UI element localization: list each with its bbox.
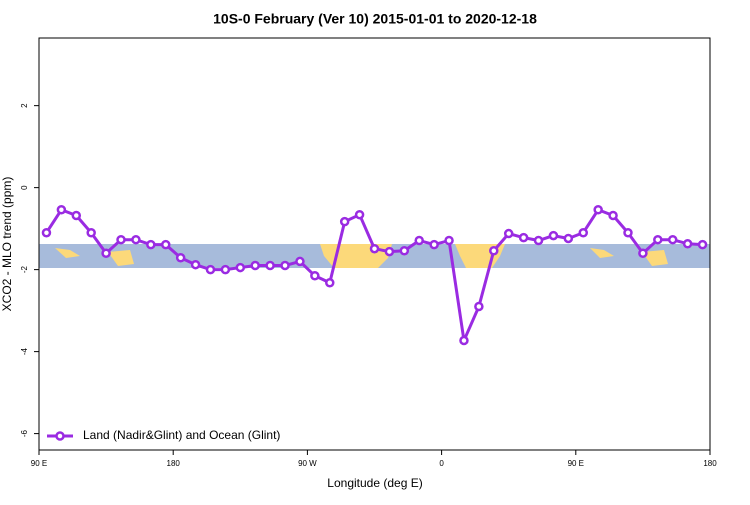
point — [101, 248, 111, 258]
series-line — [45, 208, 703, 343]
x-tick-label: 90 E — [568, 459, 584, 468]
point — [190, 259, 201, 270]
point — [503, 228, 514, 239]
point — [429, 239, 439, 250]
point — [697, 239, 708, 250]
x-tick-label: 0 — [439, 459, 444, 468]
point — [280, 260, 290, 271]
point — [250, 260, 260, 271]
land-patch — [642, 250, 668, 266]
legend-label: Land (Nadir&Glint) and Ocean (Glint) — [83, 428, 280, 442]
point — [41, 227, 52, 238]
point — [175, 252, 186, 263]
point — [533, 235, 544, 246]
point — [563, 233, 574, 244]
plot-frame — [38, 37, 711, 451]
point — [578, 227, 589, 238]
point — [444, 235, 454, 246]
y-tick-label: -4 — [20, 348, 29, 356]
point — [325, 277, 335, 288]
point — [608, 210, 618, 221]
y-axis-title: XCO2 - MLO trend (ppm) — [0, 177, 14, 312]
point — [295, 256, 305, 267]
point — [265, 260, 275, 271]
point — [623, 227, 633, 238]
point — [71, 210, 82, 221]
chart-title: 10S-0 February (Ver 10) 2015-01-01 to 20… — [213, 11, 537, 27]
point — [131, 234, 141, 245]
land-patch — [590, 248, 614, 258]
point — [205, 264, 216, 275]
point — [593, 205, 603, 215]
point — [116, 234, 126, 245]
point — [459, 335, 469, 346]
point — [653, 234, 663, 245]
point — [489, 246, 499, 256]
y-tick-label: 0 — [20, 185, 29, 190]
land-patch — [55, 248, 80, 258]
x-tick-label: 90 W — [298, 459, 317, 468]
point — [310, 271, 320, 281]
point — [667, 234, 678, 245]
legend-marker — [55, 431, 65, 441]
point — [682, 239, 693, 249]
y-tick-label: -2 — [20, 266, 29, 274]
point — [220, 264, 231, 275]
point — [384, 246, 395, 257]
point — [354, 209, 365, 220]
point — [548, 230, 559, 241]
x-tick-label: 180 — [167, 459, 181, 468]
point — [56, 205, 67, 215]
x-tick-label: 90 E — [31, 459, 47, 468]
point — [146, 239, 156, 250]
point — [369, 243, 380, 254]
point — [339, 216, 350, 227]
point — [86, 227, 96, 238]
point — [414, 235, 424, 246]
land-patch — [108, 250, 134, 266]
x-tick-label: 180 — [703, 459, 717, 468]
point — [474, 301, 484, 312]
point — [638, 248, 648, 258]
point — [235, 262, 246, 273]
y-tick-label: 2 — [20, 103, 29, 108]
point — [399, 246, 410, 256]
x-axis-title: Longitude (deg E) — [327, 476, 422, 490]
y-tick-label: -6 — [20, 430, 29, 438]
point — [160, 239, 171, 250]
point — [518, 232, 529, 243]
